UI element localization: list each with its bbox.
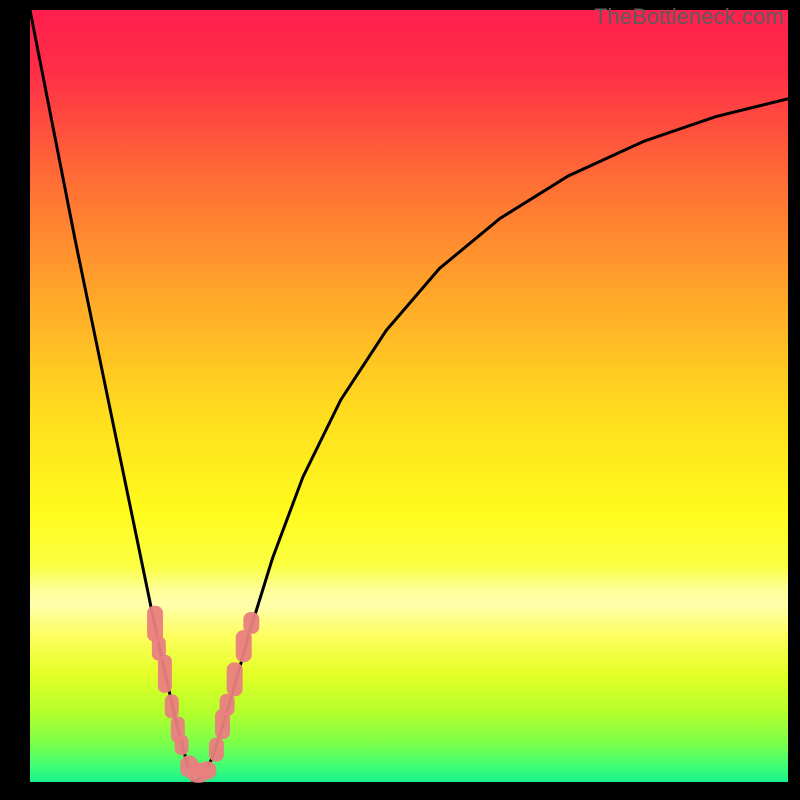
data-marker — [198, 761, 216, 779]
data-marker — [243, 612, 259, 634]
data-marker — [227, 662, 243, 696]
plot-area — [30, 10, 788, 782]
curve-layer — [30, 10, 788, 782]
data-marker — [209, 738, 224, 762]
data-marker — [147, 606, 163, 642]
data-marker — [165, 694, 179, 718]
bottleneck-curve — [30, 10, 788, 782]
marker-group — [147, 606, 259, 783]
data-marker — [158, 655, 172, 693]
data-marker — [236, 630, 252, 662]
data-marker — [175, 735, 189, 755]
watermark-text: TheBottleneck.com — [594, 4, 784, 30]
chart-frame: TheBottleneck.com — [0, 0, 800, 800]
data-marker — [220, 694, 235, 716]
